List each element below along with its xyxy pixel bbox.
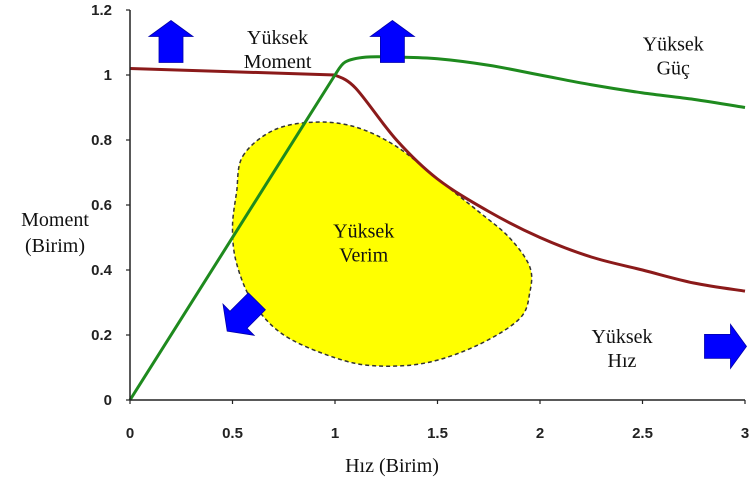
- series-line-2: [128, 55, 746, 401]
- x-tick-label: 0.5: [222, 425, 243, 442]
- y-tick-label: 1: [104, 67, 112, 84]
- y-tick-label: 0.2: [91, 327, 112, 344]
- y-tick-label: 1.2: [91, 2, 112, 19]
- annotation-arrow-3-down-left: [222, 292, 266, 336]
- annotation-arrow-1-up: [147, 20, 195, 63]
- y-tick-label: 0: [104, 392, 112, 409]
- annotation-label-3-line-2: Verim: [339, 245, 388, 267]
- x-axis-label: Hız (Birim): [345, 455, 439, 477]
- annotation-label-4-line-2: Hız: [608, 350, 637, 372]
- annotation-arrow-2-up: [369, 20, 416, 63]
- x-tick-label: 0: [126, 425, 134, 442]
- x-tick-label: 1: [331, 425, 339, 442]
- series-line-1: [129, 67, 746, 293]
- annotation-label-4-line-1: Yüksek: [591, 326, 652, 348]
- x-tick-label: 3: [741, 425, 749, 442]
- x-tick-label: 2: [536, 425, 544, 442]
- x-tick-label: 2.5: [632, 425, 653, 442]
- annotation-label-3-line-1: Yüksek: [333, 221, 394, 243]
- y-tick-label: 0.4: [91, 262, 113, 279]
- x-tick-label: 1.5: [427, 425, 448, 442]
- y-axis-label-line1: Moment: [21, 209, 89, 231]
- annotation-label-2-line-1: Yüksek: [643, 34, 704, 56]
- y-tick-label: 0.6: [91, 197, 112, 214]
- annotation-label-1-line-2: Moment: [244, 51, 312, 73]
- annotation-label-1-line-1: Yüksek: [247, 27, 308, 49]
- annotation-arrow-4-right: [704, 323, 747, 370]
- y-tick-label: 0.8: [91, 132, 112, 149]
- high-efficiency-region: [231, 121, 533, 367]
- y-axis-label-line2: (Birim): [25, 235, 85, 257]
- annotation-label-2-line-2: Güç: [657, 58, 690, 80]
